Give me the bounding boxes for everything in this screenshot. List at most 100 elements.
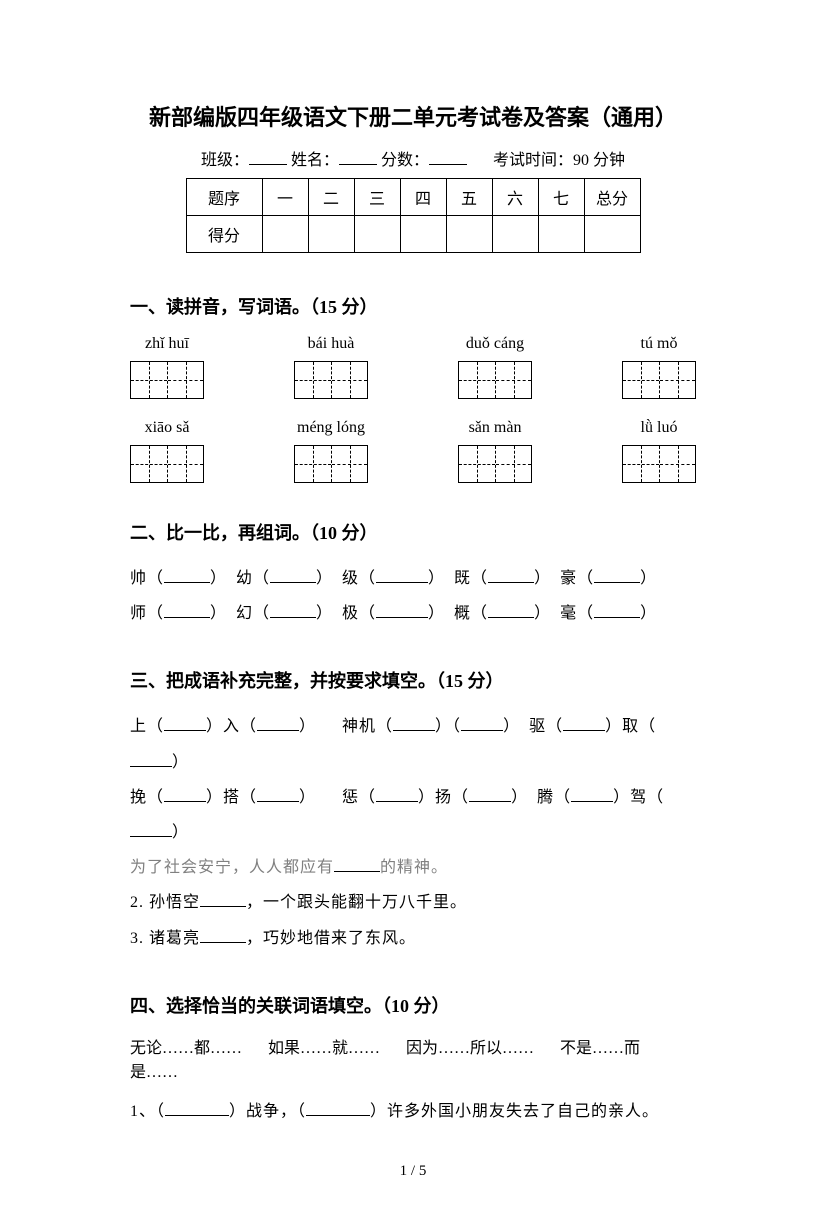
text: ） 幻（ [210,605,270,622]
blank[interactable] [270,604,316,618]
blank[interactable] [270,569,316,583]
text: ）驾（ [613,789,664,806]
text: ）入（ [206,718,257,735]
text: ）战争，（ [229,1103,306,1120]
text: ）许多外国小朋友失去了自己的亲人。 [370,1103,659,1120]
char-box[interactable] [458,361,532,399]
name-label: 姓名： [291,152,339,169]
text: ） 级（ [316,570,376,587]
section-2-head: 二、比一比，再组词。（10 分） [130,519,696,545]
name-blank[interactable] [339,149,377,165]
text: ）扬（ [418,789,469,806]
pinyin-label: zhǐ huī [130,335,204,353]
score-cell[interactable] [400,216,446,253]
blank[interactable] [376,788,418,802]
blank[interactable] [257,788,299,802]
pinyin-label: lǜ luó [622,419,696,437]
blank[interactable] [461,717,503,731]
blank[interactable] [488,569,534,583]
text: ） [172,754,189,771]
blank[interactable] [130,753,172,767]
blank[interactable] [571,788,613,802]
pinyin-row-1: zhǐ huī bái huà duǒ cáng tú mǒ [130,335,696,399]
score-cell[interactable] [538,216,584,253]
blank[interactable] [488,604,534,618]
score-cell[interactable] [354,216,400,253]
pinyin-row-2: xiāo sǎ méng lóng sǎn màn lǜ luó [130,419,696,483]
s3-line-2: 挽（）搭（） 惩（）扬（） 腾（）驾（） [130,780,696,850]
score-cell[interactable] [584,216,640,253]
text: ） 概（ [428,605,488,622]
text: ）（ [435,718,461,735]
score-cell[interactable] [492,216,538,253]
col-4: 四 [400,179,446,216]
class-blank[interactable] [249,149,287,165]
row-score-label: 得分 [186,216,262,253]
col-3: 三 [354,179,400,216]
score-cell[interactable] [262,216,308,253]
row-header-label: 题序 [186,179,262,216]
blank[interactable] [200,929,246,943]
text: ） [172,824,189,841]
blank[interactable] [376,569,428,583]
col-2: 二 [308,179,354,216]
char-box[interactable] [130,445,204,483]
s3-line-4: 2. 孙悟空，一个跟头能翻十万八千里。 [130,885,696,920]
s2-line-2: 师（） 幻（） 极（） 概（） 毫（） [130,596,696,631]
blank[interactable] [306,1102,370,1116]
text: ） 既（ [428,570,488,587]
text: 为了社会安宁，人人都应有 [130,859,334,876]
text: 帅（ [130,570,164,587]
pinyin-label: bái huà [294,335,368,353]
text: ） 极（ [316,605,376,622]
blank[interactable] [334,858,380,872]
blank[interactable] [469,788,511,802]
blank[interactable] [165,1102,229,1116]
text: ） 神机（ [299,718,393,735]
char-box[interactable] [130,361,204,399]
blank[interactable] [164,788,206,802]
score-cell[interactable] [308,216,354,253]
blank[interactable] [594,569,640,583]
char-box[interactable] [622,445,696,483]
score-label: 分数： [381,152,429,169]
blank[interactable] [257,717,299,731]
blank[interactable] [594,604,640,618]
blank[interactable] [164,604,210,618]
blank[interactable] [393,717,435,731]
blank[interactable] [164,569,210,583]
time-label: 考试时间：90 分钟 [493,152,625,169]
section-4-head: 四、选择恰当的关联词语填空。（10 分） [130,992,696,1018]
page-footer: 1 / 5 [130,1163,696,1180]
class-label: 班级： [201,152,249,169]
text: ） 惩（ [299,789,376,806]
section-3-head: 三、把成语补充完整，并按要求填空。（15 分） [130,667,696,693]
s3-line-3: 为了社会安宁，人人都应有的精神。 [130,850,696,885]
text: ） 驱（ [503,718,563,735]
blank[interactable] [130,823,172,837]
score-blank[interactable] [429,149,467,165]
char-box[interactable] [294,445,368,483]
score-cell[interactable] [446,216,492,253]
text: ，巧妙地借来了东风。 [246,930,416,947]
text: 师（ [130,605,164,622]
char-box[interactable] [294,361,368,399]
text: ，一个跟头能翻十万八千里。 [246,894,467,911]
text: ） [640,570,657,587]
blank[interactable] [200,893,246,907]
col-6: 六 [492,179,538,216]
text: 上（ [130,718,164,735]
s3-line-1: 上（）入（） 神机（）（） 驱（）取（） [130,709,696,779]
char-box[interactable] [622,361,696,399]
pinyin-label: xiāo sǎ [130,419,204,437]
char-box[interactable] [458,445,532,483]
text: ） [640,605,657,622]
score-table: 题序 一 二 三 四 五 六 七 总分 得分 [186,178,641,253]
blank[interactable] [376,604,428,618]
col-7: 七 [538,179,584,216]
text: 1、（ [130,1103,165,1120]
blank[interactable] [164,717,206,731]
blank[interactable] [563,717,605,731]
s2-line-1: 帅（） 幼（） 级（） 既（） 豪（） [130,561,696,596]
text: ） 幼（ [210,570,270,587]
